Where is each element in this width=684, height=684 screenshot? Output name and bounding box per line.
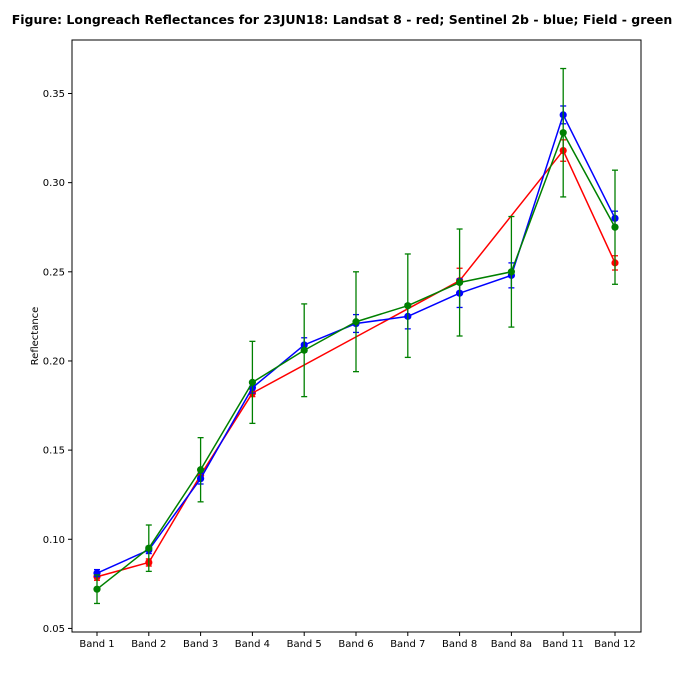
y-tick-label: 0.25	[43, 267, 65, 278]
x-tick-label: Band 11	[542, 639, 584, 650]
data-point	[352, 318, 360, 326]
x-tick-label: Band 1	[79, 639, 114, 650]
x-tick-label: Band 7	[390, 639, 425, 650]
x-tick-label: Band 8	[442, 639, 477, 650]
data-point	[456, 278, 464, 287]
data-point	[559, 129, 567, 137]
x-tick-label: Band 2	[131, 639, 166, 650]
data-point	[507, 268, 515, 276]
y-tick-label: 0.35	[43, 89, 65, 100]
y-tick-label: 0.30	[43, 178, 65, 189]
y-tick-label: 0.10	[43, 535, 65, 546]
x-tick-label: Band 6	[338, 639, 373, 650]
y-axis-label: Reflectance	[30, 307, 41, 366]
x-tick-label: Band 12	[594, 639, 636, 650]
data-point	[93, 585, 101, 593]
y-tick-label: 0.05	[43, 624, 65, 635]
x-tick-label: Band 4	[235, 639, 270, 650]
data-point	[248, 378, 256, 386]
x-tick-label: Band 5	[287, 639, 322, 650]
chart-title: Figure: Longreach Reflectances for 23JUN…	[12, 12, 673, 27]
data-point	[145, 544, 153, 552]
data-point	[611, 223, 619, 231]
data-point	[404, 302, 412, 310]
x-tick-label: Band 8a	[491, 639, 532, 650]
plot-frame	[71, 39, 642, 633]
data-point	[300, 346, 308, 354]
x-tick-label: Band 3	[183, 639, 218, 650]
plot-area: 0.05 0.10 0.15 0.20 0.25 0.30 0.35 Band 1 Band 2…	[43, 67, 636, 650]
y-tick-label: 0.20	[43, 356, 65, 367]
y-tick-label: 0.15	[43, 446, 65, 457]
data-point	[197, 466, 205, 474]
